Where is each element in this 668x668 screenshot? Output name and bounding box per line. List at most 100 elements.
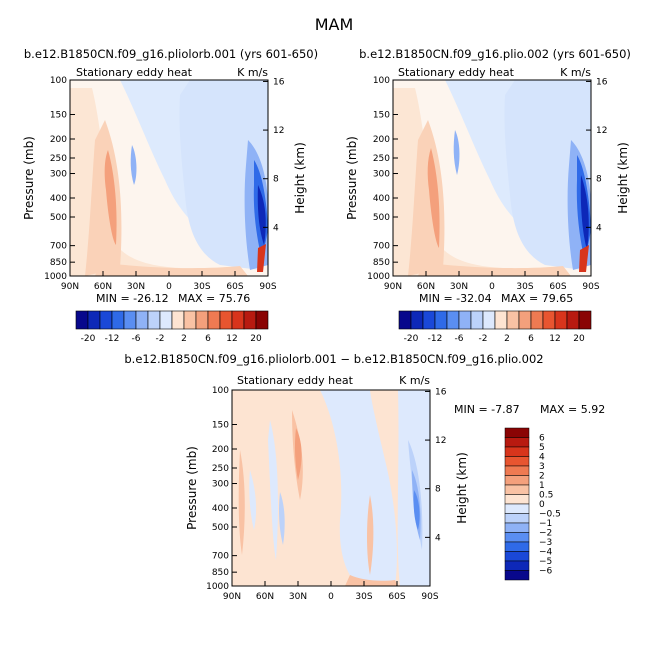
y-right-tick-label: 12 [596, 126, 607, 136]
y-right-tick-label: 16 [596, 77, 608, 87]
y-tick-label: 250 [373, 154, 390, 164]
y-tick-label: 400 [212, 504, 229, 514]
contour-fill [580, 175, 589, 250]
contour-fill [257, 244, 266, 272]
colorbar-box [504, 494, 530, 505]
contour-fill [257, 185, 266, 245]
contour-fill [320, 390, 397, 586]
y-tick-label: 1000 [44, 272, 67, 282]
y-tick-label: 1000 [206, 582, 229, 592]
contour-fill [85, 120, 122, 276]
contour-field [238, 390, 430, 586]
x-ticks: 90N 60N 30N 0 30S 60S 90S [384, 271, 600, 292]
y-axis-label: Pressure (mb) [185, 446, 199, 530]
colorbar-label: 4 [539, 453, 545, 463]
y-ticks: 100 150 200 250 300 400 500 700 850 1000 [206, 386, 237, 592]
colorbar-label: -12 [105, 334, 120, 344]
y-right-tick-label: 16 [273, 77, 285, 87]
contour-fill [413, 490, 420, 530]
colorbar-box [504, 522, 530, 533]
colorbar-box [504, 465, 530, 476]
contour-fill [95, 262, 248, 276]
colorbar-box [482, 310, 496, 330]
colorbar-label: -20 [404, 334, 419, 344]
y-right-tick-label: 4 [273, 223, 279, 233]
panel-left-string: Stationary eddy heat [237, 374, 354, 387]
colorbar-label: 1 [539, 481, 545, 491]
y-tick-label: 300 [212, 480, 229, 490]
x-tick-label: 0 [328, 592, 334, 602]
y-tick-label: 500 [50, 213, 67, 223]
min-label: MIN = -7.87 [454, 403, 520, 416]
colorbar-label: -20 [81, 334, 96, 344]
y-right-tick-label: 8 [273, 175, 279, 185]
x-tick-label: 0 [489, 282, 495, 292]
y-tick-label: 200 [50, 135, 67, 145]
colorbar-label: 12 [226, 334, 237, 344]
colorbar-box [75, 310, 89, 330]
max-label: MAX = 75.76 [178, 292, 250, 305]
x-ticks: 90N 60N 30N 0 30S 60S 90S [61, 271, 277, 292]
x-tick-label: 60N [256, 592, 274, 602]
colorbar-box [504, 560, 530, 571]
colorbar-box [183, 310, 197, 330]
colorbar-box [231, 310, 245, 330]
y-tick-label: 250 [50, 154, 67, 164]
x-tick-label: 30N [289, 592, 307, 602]
contour-fill [238, 450, 245, 555]
x-tick-label: 60N [94, 282, 112, 292]
colorbar-box [171, 310, 185, 330]
colorbar-box [398, 310, 412, 330]
colorbar-box [207, 310, 221, 330]
x-tick-label: 90S [582, 282, 599, 292]
contour-fill [345, 575, 398, 586]
contour-fill [418, 262, 571, 276]
min-label: MIN = -32.04 [419, 292, 492, 305]
colorbar-label: −4 [539, 548, 553, 558]
colorbar: -20 -12 -6 -2 2 6 12 20 [398, 310, 592, 344]
y-tick-label: 700 [50, 242, 67, 252]
y-tick-label: 150 [373, 111, 390, 121]
y-right-axis-label: Height (km) [455, 452, 469, 523]
colorbar-box [135, 310, 149, 330]
y-right-ticks: 4 8 12 16 [586, 77, 608, 233]
y-tick-label: 850 [212, 568, 229, 578]
colorbar-label: -2 [479, 334, 488, 344]
colorbar-box [434, 310, 448, 330]
x-tick-label: 90S [259, 282, 276, 292]
x-tick-label: 30N [127, 282, 145, 292]
panel-run-title: b.e12.B1850CN.f09_g16.plio.002 (yrs 601-… [359, 47, 631, 61]
contour-fill [279, 492, 285, 545]
x-tick-label: 0 [166, 282, 172, 292]
colorbar-box [446, 310, 460, 330]
colorbar-box [470, 310, 484, 330]
colorbar-box [410, 310, 424, 330]
plot-area-background [232, 390, 430, 586]
colorbar-label: 0.5 [539, 491, 553, 501]
y-right-ticks: 4 8 12 16 [425, 387, 447, 543]
contour-fill [130, 145, 137, 185]
y-tick-label: 850 [50, 258, 67, 268]
x-tick-label: 30S [355, 592, 372, 602]
panel-difference: b.e12.B1850CN.f09_g16.pliolorb.001 − b.e… [124, 352, 605, 602]
contour-field [393, 80, 591, 276]
y-tick-label: 100 [212, 386, 229, 396]
y-tick-label: 300 [373, 170, 390, 180]
y-tick-label: 200 [373, 135, 390, 145]
colorbar-label: −0.5 [539, 510, 561, 520]
colorbar-box [99, 310, 113, 330]
contour-fill [268, 420, 278, 560]
min-label: MIN = -26.12 [96, 292, 169, 305]
colorbar-label: −5 [539, 557, 552, 567]
y-right-tick-label: 16 [435, 387, 447, 397]
colorbar-box [504, 456, 530, 467]
colorbar-box [578, 310, 592, 330]
colorbar-label: -12 [428, 334, 443, 344]
contour-fill [579, 245, 589, 272]
panel-pliolorb: b.e12.B1850CN.f09_g16.pliolorb.001 (yrs … [22, 47, 318, 344]
y-axis-label: Pressure (mb) [22, 136, 36, 220]
y-right-tick-label: 4 [435, 533, 441, 543]
y-tick-label: 1000 [367, 272, 390, 282]
colorbar-label: −1 [539, 519, 552, 529]
